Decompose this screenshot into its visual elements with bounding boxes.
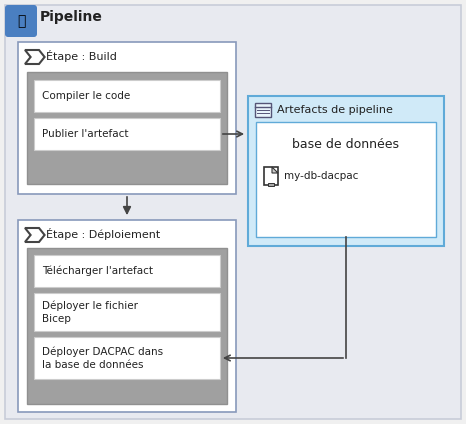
Bar: [268, 183, 274, 186]
Text: Télécharger l'artefact: Télécharger l'artefact: [42, 266, 153, 276]
Text: Artefacts de pipeline: Artefacts de pipeline: [277, 105, 393, 115]
Text: 🚀: 🚀: [17, 14, 25, 28]
Polygon shape: [272, 167, 278, 173]
Bar: [27, 72, 227, 184]
Text: Déployer DACPAC dans: Déployer DACPAC dans: [42, 347, 163, 357]
Text: Publier l'artefact: Publier l'artefact: [42, 129, 129, 139]
Bar: [255, 103, 271, 117]
Text: la base de données: la base de données: [42, 360, 144, 370]
Bar: [34, 293, 220, 331]
Text: Étape : Déploiement: Étape : Déploiement: [46, 228, 160, 240]
Bar: [34, 80, 220, 112]
Text: Compiler le code: Compiler le code: [42, 91, 130, 101]
Text: base de données: base de données: [293, 137, 399, 151]
Bar: [34, 255, 220, 287]
FancyBboxPatch shape: [5, 5, 37, 37]
Bar: [18, 220, 236, 412]
Bar: [18, 42, 236, 194]
Text: Bicep: Bicep: [42, 314, 71, 324]
Bar: [256, 122, 436, 237]
Bar: [264, 167, 278, 185]
Bar: [34, 337, 220, 379]
Bar: [27, 248, 227, 404]
Bar: [248, 96, 444, 246]
Text: Pipeline: Pipeline: [40, 10, 103, 24]
Text: Déployer le fichier: Déployer le fichier: [42, 301, 138, 311]
Text: my-db-dacpac: my-db-dacpac: [284, 171, 358, 181]
Text: Étape : Build: Étape : Build: [46, 50, 117, 62]
Bar: [34, 118, 220, 150]
